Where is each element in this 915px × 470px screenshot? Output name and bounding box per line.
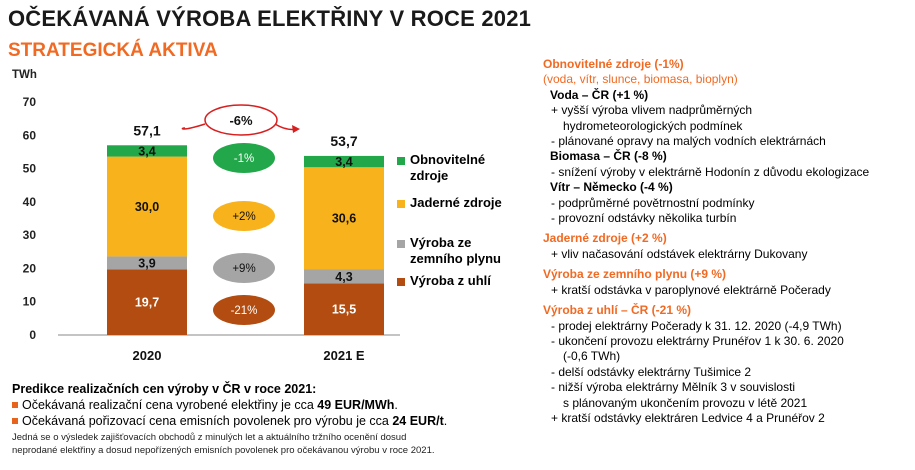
change-ellipse: [213, 201, 275, 231]
y-tick-label: 40: [23, 195, 37, 209]
bar-segment: [304, 269, 384, 284]
bar-segment: [107, 145, 187, 157]
coal-line: + kratší odstávky elektráren Ledvice 4 a…: [551, 410, 825, 425]
bullet-square-icon: [12, 418, 18, 424]
page-subtitle: STRATEGICKÁ AKTIVA: [8, 40, 218, 61]
gas-line: + kratší odstávka v paroplynové elektrár…: [551, 282, 831, 297]
renewables-subheading: (voda, vítr, slunce, biomasa, bioplyn): [543, 72, 738, 87]
legend-item: Výroba z uhlí: [397, 273, 491, 289]
hydro-line: + vyšší výroba vlivem nadprůměrných: [551, 103, 753, 118]
bar-segment: [107, 156, 187, 257]
page-title: OČEKÁVANÁ VÝROBA ELEKTŘINY V ROCE 2021: [8, 6, 532, 31]
nuclear-heading: Jaderné zdroje (+2 %): [543, 231, 667, 246]
prediction-title: Predikce realizačních cen výroby v ČR v …: [12, 382, 317, 396]
total-label: 57,1: [133, 122, 160, 138]
biomass-heading: Biomasa – ČR (-8 %): [550, 149, 667, 164]
hydro-line: - plánované opravy na malých vodních ele…: [551, 134, 826, 149]
legend-item: Jaderné zdroje: [397, 195, 502, 211]
change-label: -1%: [234, 153, 254, 165]
prediction-footnote: Jedná se o výsledek zajišťovacích obchod…: [12, 432, 435, 456]
prediction-line-electricity: Očekávaná realizační cena vyrobené elekt…: [12, 397, 532, 413]
wind-line: - podprůměrné povětrnostní podmínky: [551, 195, 755, 210]
wind-heading: Vítr – Německo (-4 %): [550, 180, 673, 195]
nuclear-line: + vliv načasování odstávek elektrárny Du…: [551, 246, 808, 261]
change-label: +2%: [232, 211, 255, 223]
change-ellipse: [213, 253, 275, 283]
legend-label: Jaderné zdroje: [410, 195, 502, 210]
legend-label: zdroje: [410, 168, 449, 183]
total-change-label: -6%: [229, 113, 253, 128]
y-tick-label: 70: [23, 95, 37, 109]
prediction-line-allowances: Očekávaná pořizovací cena emisních povol…: [12, 413, 532, 429]
gas-heading: Výroba ze zemního plynu (+9 %): [543, 267, 727, 282]
x-tick-label: 2020: [133, 348, 162, 363]
hydro-heading: Voda – ČR (+1 %): [550, 87, 649, 102]
y-tick-label: 20: [23, 261, 37, 275]
coal-line: - delší odstávky elektrárny Tušimice 2: [551, 364, 752, 379]
data-label: 30,6: [332, 212, 356, 226]
data-label: 3,4: [138, 144, 155, 158]
coal-line: (-0,6 TWh): [563, 349, 621, 364]
x-tick-label: 2021 E: [323, 348, 365, 363]
legend-label: Výroba z uhlí: [410, 273, 491, 288]
legend-label: Výroba ze: [410, 235, 472, 250]
legend-item: Obnovitelné zdroje: [397, 152, 486, 184]
biomass-line: - snížení výroby v elektrárně Hodonín z …: [551, 164, 870, 179]
renewables-heading: Obnovitelné zdroje (-1%): [543, 57, 684, 71]
bar-segment: [304, 167, 384, 270]
bar-segment: [107, 269, 187, 335]
y-tick-label: 60: [23, 128, 37, 142]
data-label: 30,0: [135, 200, 159, 214]
y-tick-label: 10: [23, 295, 37, 309]
arrow-head-icon: [292, 125, 300, 133]
total-label: 53,7: [330, 133, 357, 149]
coal-line: - nižší výroba elektrárny Mělník 3 v sou…: [551, 380, 796, 395]
wind-line: - provozní odstávky několika turbín: [551, 211, 737, 226]
data-label: 15,5: [332, 303, 356, 317]
change-label: -21%: [231, 305, 258, 317]
legend-item: Výroba ze zemního plynu: [397, 235, 501, 267]
legend-swatch: [397, 200, 405, 208]
data-label: 3,9: [138, 256, 155, 270]
data-label: 4,3: [335, 270, 352, 284]
coal-line: - prodej elektrárny Počerady k 31. 12. 2…: [551, 318, 842, 333]
legend-label: zemního plynu: [410, 251, 501, 266]
bullet-square-icon: [12, 402, 18, 408]
legend-swatch: [397, 157, 405, 165]
hydro-line: hydrometeorologických podmínek: [563, 118, 743, 133]
stacked-bar-chart: 0 10 20 30 40 50 60 70 TWh 19,7 3,9 30,0 3,4 57,1 2020…: [12, 69, 400, 363]
data-label: 3,4: [335, 155, 352, 169]
legend-swatch: [397, 240, 405, 248]
bar-segment: [304, 155, 384, 168]
price-prediction-box: Predikce realizačních cen výroby v ČR v …: [12, 382, 532, 457]
y-tick-label: 50: [23, 162, 37, 176]
legend-swatch: [397, 278, 405, 286]
y-tick-label: 0: [29, 328, 36, 342]
commentary-panel: Obnovitelné zdroje (-1%) (voda, vítr, sl…: [543, 57, 913, 426]
data-label: 19,7: [135, 296, 159, 310]
coal-heading: Výroba z uhlí – ČR (-21 %): [543, 303, 692, 318]
legend-label: Obnovitelné: [410, 152, 486, 167]
bar-segment: [304, 283, 384, 335]
change-ellipse: [213, 143, 275, 173]
coal-line: - ukončení provozu elektrárny Prunéřov 1…: [551, 333, 844, 348]
change-label: +9%: [232, 263, 255, 275]
total-change-ellipse: [204, 104, 278, 136]
bar-segment: [107, 256, 187, 270]
y-tick-label: 30: [23, 228, 37, 242]
coal-line: s plánovaným ukončením provozu v létě 20…: [563, 395, 808, 410]
y-axis-label: TWh: [12, 69, 37, 81]
change-ellipse: [213, 295, 275, 325]
